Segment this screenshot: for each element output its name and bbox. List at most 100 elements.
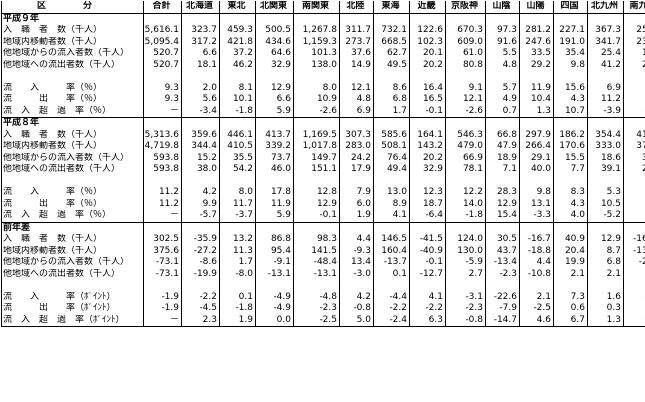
value-cell: -21.4 — [623, 257, 645, 269]
value-cell: 11.9 — [519, 82, 554, 94]
empty-cell — [409, 13, 446, 25]
value-cell: 1.3 — [519, 105, 554, 118]
value-cell — [293, 71, 340, 83]
header-row: 区 分 合計北海道東北北関東南関東北陸東海近畿京阪神山陰山陽四国北九州南九州 — [1, 1, 645, 14]
value-cell: 49.4 — [373, 164, 410, 176]
row-label: 他地域への流出者数（千人） — [1, 268, 144, 280]
value-cell: -3.0 — [339, 268, 374, 280]
row-label — [1, 175, 144, 187]
value-cell: -2.5 — [293, 314, 340, 327]
empty-cell — [587, 117, 624, 130]
table-row: 流 出 率（％） 11.2 9.9 11.7 11.9 12.9 6.0 8.9 18.7 14.… — [1, 198, 645, 210]
value-cell: 344.4 — [181, 141, 220, 153]
value-cell: 410.5 — [219, 141, 256, 153]
value-cell — [181, 280, 220, 292]
value-cell: 46.2 — [219, 59, 256, 71]
value-cell — [623, 71, 645, 83]
value-cell: 21.5 — [623, 164, 645, 176]
value-cell: 273.7 — [339, 36, 374, 48]
value-cell — [485, 280, 520, 292]
value-cell: -5.2 — [587, 210, 624, 222]
value-cell: 17.9 — [339, 164, 374, 176]
column-header: 四国 — [553, 1, 588, 14]
value-cell: 12.9 — [587, 234, 624, 246]
value-cell — [409, 71, 446, 83]
row-label: 流 入 率（％） — [1, 82, 144, 94]
value-cell: 39.1 — [587, 164, 624, 176]
value-cell: 124.0 — [445, 234, 486, 246]
table-row: 他地域からの流入者数（千人） -73.1 -8.6 1.7 -9.1 -48.4 13.4-… — [1, 257, 645, 269]
value-cell: 4.0 — [553, 210, 588, 222]
value-cell: 47.9 — [485, 141, 520, 153]
value-cell: 0.7 — [485, 105, 520, 118]
value-cell: -1.8 — [623, 105, 645, 118]
row-label: 地域内移動者数（千人） — [1, 36, 144, 48]
table-row: 他地域への流出者数（千人） -73.1 -19.9 -8.0 -13.1 -13.1 -3.… — [1, 268, 645, 280]
value-cell: 18.6 — [587, 152, 624, 164]
value-cell: 19.9 — [553, 257, 588, 269]
value-cell: 11.9 — [255, 198, 294, 210]
table-row — [1, 71, 645, 83]
value-cell: -4.4 — [373, 291, 410, 303]
empty-cell — [409, 117, 446, 130]
value-cell: 91.6 — [485, 36, 520, 48]
value-cell: 546.3 — [445, 129, 486, 141]
value-cell: 2.1 — [519, 291, 554, 303]
value-cell: 15.5 — [553, 152, 588, 164]
value-cell: 609.0 — [445, 36, 486, 48]
row-label: 流 出 率（％） — [1, 198, 144, 210]
empty-cell — [339, 117, 374, 130]
value-cell: 5.7 — [485, 82, 520, 94]
value-cell: -0.1 — [409, 257, 446, 269]
table-row: 流 入 超 過 率（％）－ -5.7 -3.7 5.9 -0.1 1.9 4.1 -6.4 -1… — [1, 210, 645, 222]
value-cell: -2.5 — [519, 303, 554, 315]
value-cell: -1.8 — [445, 210, 486, 222]
value-cell — [623, 175, 645, 187]
value-cell: 5,095.4 — [143, 36, 182, 48]
value-cell — [519, 280, 554, 292]
value-cell: 8.7 — [587, 245, 624, 257]
value-cell: 9.1 — [445, 82, 486, 94]
value-cell: -35.9 — [181, 234, 220, 246]
empty-cell — [409, 221, 446, 234]
value-cell: -13.4 — [485, 257, 520, 269]
empty-cell — [181, 221, 220, 234]
value-cell: 20.4 — [553, 245, 588, 257]
value-cell: -2.3 — [445, 303, 486, 315]
value-cell: -161.0 — [623, 234, 645, 246]
value-cell: 80.8 — [445, 59, 486, 71]
value-cell: 311.7 — [339, 25, 374, 37]
empty-cell — [623, 13, 645, 25]
value-cell: 98.3 — [293, 234, 340, 246]
column-header: 北陸 — [339, 1, 374, 14]
value-cell: 7.0 — [623, 82, 645, 94]
value-cell: -2.3 — [485, 268, 520, 280]
column-header: 合計 — [143, 1, 182, 14]
value-cell: 5,616.1 — [143, 25, 182, 37]
value-cell: 8.0 — [293, 82, 340, 94]
value-cell: 237.2 — [623, 36, 645, 48]
value-cell: 297.9 — [519, 129, 554, 141]
row-label: 流 出 率（％） — [1, 94, 144, 106]
value-cell — [623, 280, 645, 292]
value-cell: -5.9 — [445, 257, 486, 269]
table-row: 流 入 率（％） 9.3 2.0 8.1 12.9 8.0 12.1 8.6 16.4 9.1 5.… — [1, 82, 645, 94]
value-cell: 2.7 — [445, 268, 486, 280]
column-header: 南九州 — [623, 1, 645, 14]
value-cell: 32.9 — [409, 164, 446, 176]
value-cell: -14.7 — [485, 314, 520, 327]
value-cell: 191.0 — [553, 36, 588, 48]
value-cell: 186.2 — [553, 129, 588, 141]
row-label — [1, 280, 144, 292]
value-cell: 62.7 — [373, 48, 410, 60]
value-cell: 247.6 — [519, 36, 554, 48]
value-cell: -13.1 — [255, 268, 294, 280]
value-cell: 11.3 — [219, 245, 256, 257]
value-cell: 7.7 — [553, 164, 588, 176]
value-cell — [255, 175, 294, 187]
value-cell: 64.6 — [255, 48, 294, 60]
value-cell: － — [143, 105, 182, 118]
value-cell: 16.5 — [409, 94, 446, 106]
empty-cell — [553, 117, 588, 130]
value-cell: 4.6 — [519, 314, 554, 327]
